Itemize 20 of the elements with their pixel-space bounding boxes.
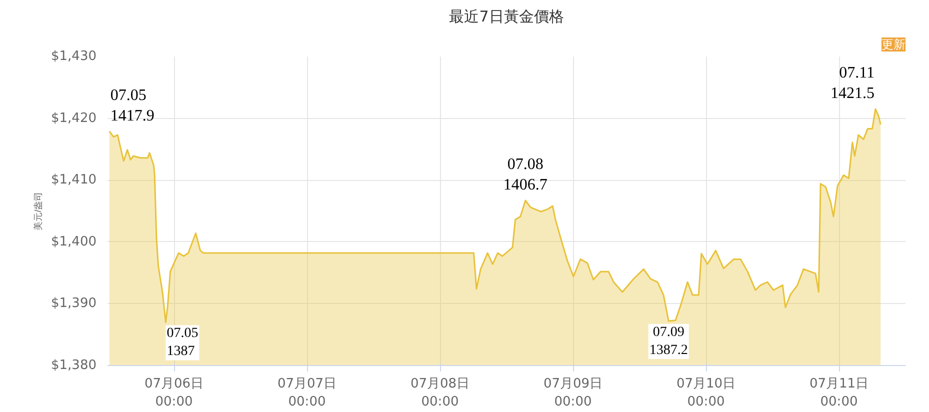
y-tick-label: $1,420 [51, 110, 97, 126]
x-tick-label: 07月06日 00:00 [144, 376, 204, 410]
y-tick-label: $1,410 [51, 172, 97, 188]
text: 更新 [882, 38, 906, 52]
y-tick-label: $1,430 [51, 49, 97, 64]
annotation: 07.08 1406.7 [503, 156, 548, 194]
x-tick-label: 07月09日 00:00 [543, 376, 603, 410]
y-axis-title: 美元/盎司 [33, 192, 44, 230]
x-tick-label: 07月08日 00:00 [410, 376, 470, 410]
y-tick-label: $1,400 [51, 234, 97, 250]
annotation: 07.05 1417.9 [110, 86, 154, 124]
y-tick-label: $1,390 [51, 296, 97, 312]
x-tick-label: 07月07日 00:00 [277, 376, 337, 410]
annotation: 07.09 1387.2 [649, 325, 688, 358]
annotation: 07.05 1387 [166, 326, 198, 360]
x-tick-label: 07月10日 00:00 [676, 376, 736, 410]
annotation: 07.11 1421.5 [830, 64, 874, 102]
y-tick-label: $1,380 [51, 358, 97, 373]
x-tick-label: 07月11日 00:00 [809, 376, 869, 410]
chart-title: 最近7日黃金價格 [449, 8, 564, 26]
